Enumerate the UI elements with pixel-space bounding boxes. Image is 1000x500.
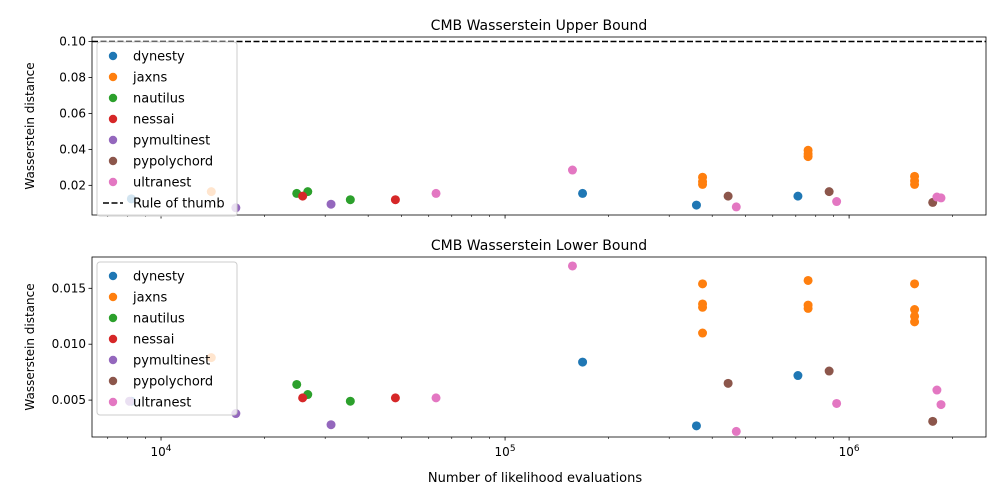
legend-label-dynesty: dynesty — [133, 270, 185, 285]
x-axis-label: Number of likelihood evaluations — [428, 471, 642, 486]
legend-label-jaxns: jaxns — [132, 71, 168, 86]
point-ultranest — [567, 261, 577, 271]
chart-title: CMB Wasserstein Upper Bound — [431, 18, 648, 34]
axes-frame — [91, 256, 987, 438]
axes-frame — [91, 36, 987, 216]
point-nessai — [390, 195, 400, 205]
point-dynesty — [691, 421, 701, 431]
point-pypolychord — [723, 191, 733, 201]
point-ultranest — [431, 393, 441, 403]
point-jaxns — [803, 303, 813, 313]
point-ultranest — [567, 165, 577, 175]
legend-marker-nautilus — [108, 93, 118, 103]
y-tick-label: 0.06 — [59, 106, 86, 120]
legend-label-ultranest: ultranest — [133, 396, 191, 411]
point-jaxns — [803, 275, 813, 285]
x-tick-label: 105 — [495, 444, 516, 459]
point-dynesty — [793, 191, 803, 201]
legend-label-pypolychord: pypolychord — [133, 375, 213, 390]
upper-bound-panel: 0.02 0.04 0.06 0.08 0.10 CMB Wasserstein Uppe… — [23, 18, 987, 219]
legend-marker-jaxns — [108, 292, 118, 302]
point-ultranest — [832, 398, 842, 408]
point-jaxns — [803, 152, 813, 162]
legend-label-nessai: nessai — [133, 333, 174, 348]
legend-label-pymultinest: pymultinest — [133, 354, 210, 369]
legend-label-rule-of-thumb: Rule of thumb — [133, 197, 225, 212]
point-ultranest — [936, 193, 946, 203]
point-dynesty — [578, 357, 588, 367]
y-axis-label: Wasserstein distance — [23, 62, 37, 189]
point-nessai — [298, 191, 308, 201]
point-jaxns — [698, 302, 708, 312]
legend-marker-pymultinest — [108, 355, 118, 365]
legend-label-jaxns: jaxns — [132, 291, 168, 306]
point-nautilus — [345, 195, 355, 205]
point-dynesty — [793, 371, 803, 381]
point-ultranest — [832, 197, 842, 207]
point-nautilus — [345, 396, 355, 406]
point-pymultinest — [326, 420, 336, 430]
legend-marker-pypolychord — [108, 156, 118, 166]
y-tick-label: 0.04 — [59, 142, 86, 156]
legend-label-pymultinest: pymultinest — [133, 134, 210, 149]
y-tick-label: 0.10 — [59, 34, 86, 48]
y-tick-label: 0.005 — [52, 393, 86, 407]
y-tick-label: 0.015 — [52, 281, 86, 295]
point-jaxns — [910, 317, 920, 327]
legend-marker-dynesty — [108, 271, 118, 281]
point-jaxns — [910, 305, 920, 315]
legend-label-dynesty: dynesty — [133, 50, 185, 65]
legend-marker-jaxns — [108, 72, 118, 82]
y-tick-label: 0.08 — [59, 70, 86, 84]
legend-label-nautilus: nautilus — [133, 312, 185, 327]
legend-marker-dynesty — [108, 51, 118, 61]
legend: dynesty jaxns nautilus nessai pymultinest pyp… — [96, 261, 238, 416]
point-jaxns — [910, 179, 920, 189]
legend-label-ultranest: ultranest — [133, 176, 191, 191]
point-dynesty — [578, 188, 588, 198]
legend-label-pypolychord: pypolychord — [133, 155, 213, 170]
y-axis-label: Wasserstein distance — [23, 283, 37, 410]
y-tick-label: 0.02 — [59, 178, 86, 192]
point-pymultinest — [326, 199, 336, 209]
point-jaxns — [698, 179, 708, 189]
point-nautilus — [292, 379, 302, 389]
legend-box — [96, 41, 238, 217]
point-jaxns — [698, 279, 708, 289]
point-ultranest — [936, 400, 946, 410]
point-pypolychord — [824, 187, 834, 197]
legend-marker-pymultinest — [108, 135, 118, 145]
legend-marker-ultranest — [108, 397, 118, 407]
legend-marker-ultranest — [108, 177, 118, 187]
y-tick-label: 0.010 — [52, 337, 86, 351]
legend-marker-nautilus — [108, 313, 118, 323]
x-tick-label: 106 — [839, 444, 860, 459]
legend-label-nautilus: nautilus — [133, 92, 185, 107]
legend-box — [96, 261, 238, 416]
point-jaxns — [910, 279, 920, 289]
point-pypolychord — [723, 378, 733, 388]
point-ultranest — [731, 426, 741, 436]
point-pypolychord — [824, 366, 834, 376]
point-jaxns — [698, 328, 708, 338]
point-ultranest — [431, 188, 441, 198]
point-ultranest — [731, 202, 741, 212]
lower-bound-panel: 104 105 106 0.005 0.010 0.015 CMB Wasserstein … — [23, 238, 987, 459]
legend: dynesty jaxns nautilus nessai pymultinest pyp… — [96, 41, 238, 217]
point-dynesty — [691, 200, 701, 210]
x-tick-label: 104 — [151, 444, 172, 459]
chart-title: CMB Wasserstein Lower Bound — [431, 238, 647, 254]
legend-marker-nessai — [108, 114, 118, 124]
point-pypolychord — [928, 416, 938, 426]
legend-marker-nessai — [108, 334, 118, 344]
legend-label-nessai: nessai — [133, 113, 174, 128]
legend-marker-pypolychord — [108, 376, 118, 386]
point-ultranest — [932, 385, 942, 395]
point-nessai — [298, 393, 308, 403]
point-nessai — [390, 393, 400, 403]
